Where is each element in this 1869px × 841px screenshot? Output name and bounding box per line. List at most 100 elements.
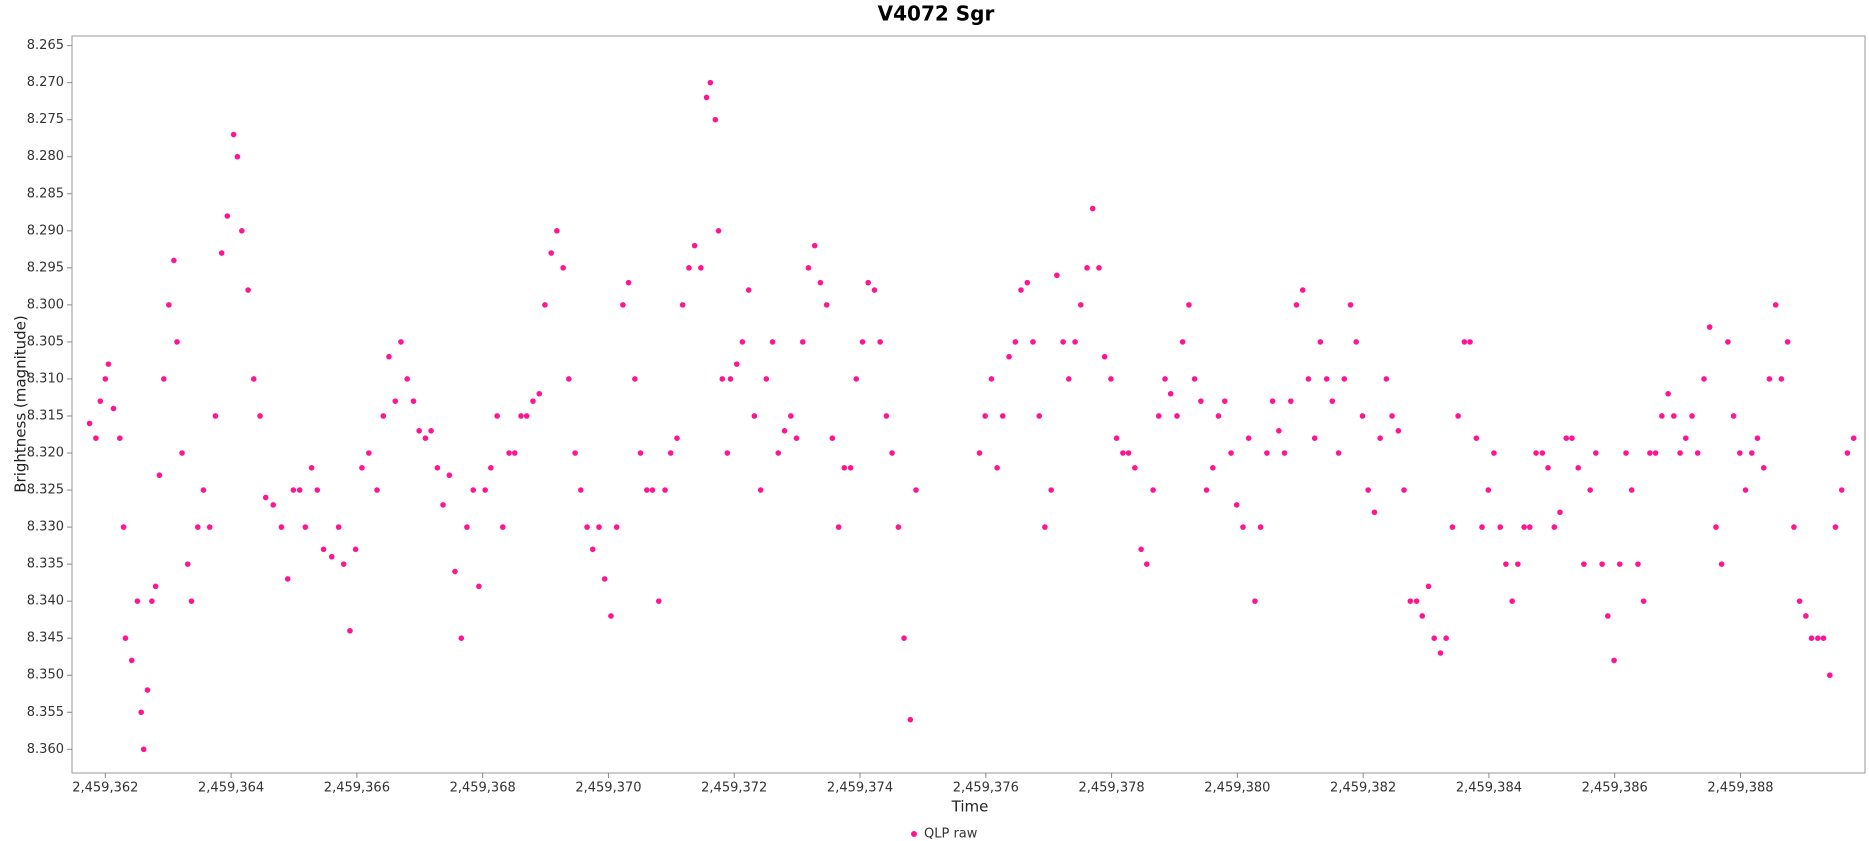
data-point <box>386 353 392 360</box>
data-point <box>184 561 191 567</box>
data-point <box>1096 265 1102 271</box>
data-point <box>506 450 512 456</box>
data-point <box>1132 465 1138 471</box>
data-point <box>1665 390 1671 397</box>
data-point <box>1054 272 1060 279</box>
data-point <box>1371 509 1378 516</box>
data-point <box>398 339 404 345</box>
data-point <box>1473 435 1480 442</box>
data-point <box>632 376 638 382</box>
data-point <box>404 376 411 382</box>
data-point <box>745 287 752 293</box>
data-point <box>620 302 626 308</box>
data-point <box>1628 487 1635 493</box>
data-point <box>667 450 674 456</box>
data-point <box>1491 450 1497 456</box>
data-point <box>1203 487 1210 493</box>
data-point <box>707 79 714 86</box>
data-point <box>446 472 453 479</box>
x-tick-label: 2,459,378 <box>1078 781 1144 796</box>
data-point <box>161 376 167 382</box>
data-point <box>1269 398 1276 404</box>
data-point <box>1551 524 1558 530</box>
y-tick-label: 8.340 <box>27 594 64 609</box>
x-tick-label: 2,459,376 <box>953 781 1019 796</box>
data-point <box>1730 413 1737 419</box>
data-point <box>1437 650 1444 656</box>
data-point <box>1515 561 1521 567</box>
data-point <box>739 339 746 345</box>
data-point <box>788 413 794 419</box>
data-point <box>1108 376 1114 382</box>
data-point <box>97 398 104 404</box>
data-point <box>698 265 704 271</box>
data-point <box>1772 302 1779 308</box>
data-point <box>999 413 1006 419</box>
data-point <box>1347 302 1354 308</box>
data-point <box>1599 561 1605 567</box>
data-point <box>518 413 524 419</box>
data-point <box>156 472 163 479</box>
data-point <box>793 435 800 442</box>
data-point <box>1760 465 1767 471</box>
y-axis-label: Brightness (magnitude) <box>12 315 30 493</box>
data-point <box>853 376 860 382</box>
data-point <box>679 302 686 308</box>
data-point <box>1694 450 1701 456</box>
data-point <box>1066 376 1072 382</box>
data-point <box>224 213 231 219</box>
data-point <box>1587 487 1593 493</box>
data-point <box>1479 524 1485 530</box>
data-point <box>470 487 477 493</box>
data-point <box>523 413 530 419</box>
data-point <box>1526 524 1533 530</box>
data-point <box>179 450 185 456</box>
data-point <box>1120 450 1126 456</box>
data-point <box>572 450 578 456</box>
data-point <box>1113 435 1120 442</box>
data-point <box>655 598 662 604</box>
data-point <box>102 376 109 382</box>
data-point <box>511 450 518 456</box>
data-point <box>1706 324 1713 330</box>
y-tick-label: 8.330 <box>27 520 64 535</box>
data-point <box>613 524 620 530</box>
data-point <box>308 465 315 471</box>
data-point <box>1179 339 1186 345</box>
data-point <box>335 524 342 530</box>
data-point <box>1030 339 1036 345</box>
data-point <box>1389 413 1395 419</box>
data-point <box>166 302 172 308</box>
y-tick-label: 8.290 <box>27 223 64 238</box>
data-point <box>994 465 1000 471</box>
data-point <box>296 487 303 493</box>
x-tick-label: 2,459,374 <box>827 781 893 796</box>
data-point <box>1844 450 1851 456</box>
data-point <box>584 524 590 530</box>
data-point <box>144 687 151 693</box>
data-point <box>120 524 127 530</box>
data-point <box>1323 376 1330 382</box>
data-point <box>1557 509 1563 516</box>
data-point <box>715 228 722 234</box>
y-tick-label: 8.315 <box>27 408 64 423</box>
legend-label: QLP raw <box>924 827 978 841</box>
data-point <box>1784 339 1791 345</box>
data-point <box>1311 435 1318 442</box>
data-point <box>1006 353 1012 360</box>
data-point <box>589 546 596 553</box>
data-point <box>841 465 848 471</box>
data-point <box>1539 450 1546 456</box>
data-point <box>218 250 225 256</box>
data-point <box>686 265 692 271</box>
data-point <box>476 583 482 590</box>
y-tick-label: 8.265 <box>27 38 64 53</box>
x-tick-label: 2,459,386 <box>1582 781 1648 796</box>
data-point <box>105 361 112 367</box>
data-point <box>1276 427 1282 434</box>
data-point <box>724 450 731 456</box>
data-point <box>1718 561 1725 567</box>
data-point <box>805 265 812 271</box>
data-point <box>976 450 983 456</box>
data-point <box>1395 427 1402 434</box>
